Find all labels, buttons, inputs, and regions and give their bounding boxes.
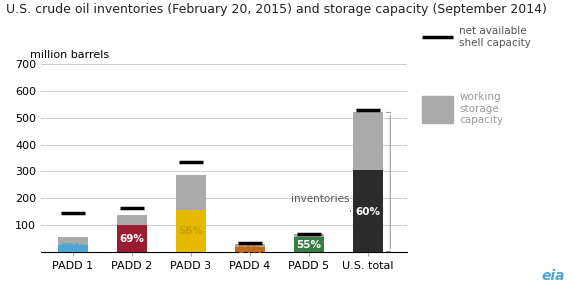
Bar	[235, 247, 265, 252]
Text: 60%: 60%	[355, 207, 381, 217]
Bar	[57, 245, 88, 252]
Text: inventories: inventories	[291, 194, 350, 211]
Text: working
storage
capacity: working storage capacity	[459, 92, 503, 125]
Bar	[352, 112, 383, 170]
Text: 85%: 85%	[60, 243, 86, 253]
Bar	[293, 237, 324, 252]
Bar	[176, 210, 206, 252]
Text: eia: eia	[542, 269, 565, 283]
Bar	[235, 245, 265, 247]
Text: million barrels: million barrels	[30, 50, 110, 60]
Text: 56%: 56%	[179, 226, 203, 236]
Text: 69%: 69%	[119, 234, 145, 244]
Bar	[176, 175, 206, 210]
Bar	[57, 237, 88, 245]
Bar	[117, 225, 148, 252]
Text: net available
shell capacity: net available shell capacity	[459, 26, 531, 48]
Text: 55%: 55%	[296, 240, 321, 250]
Bar	[117, 215, 148, 225]
Bar	[293, 234, 324, 237]
Bar	[352, 170, 383, 252]
Text: U.S. crude oil inventories (February 20, 2015) and storage capacity (September 2: U.S. crude oil inventories (February 20,…	[6, 3, 546, 16]
Text: 54%: 54%	[237, 245, 262, 255]
